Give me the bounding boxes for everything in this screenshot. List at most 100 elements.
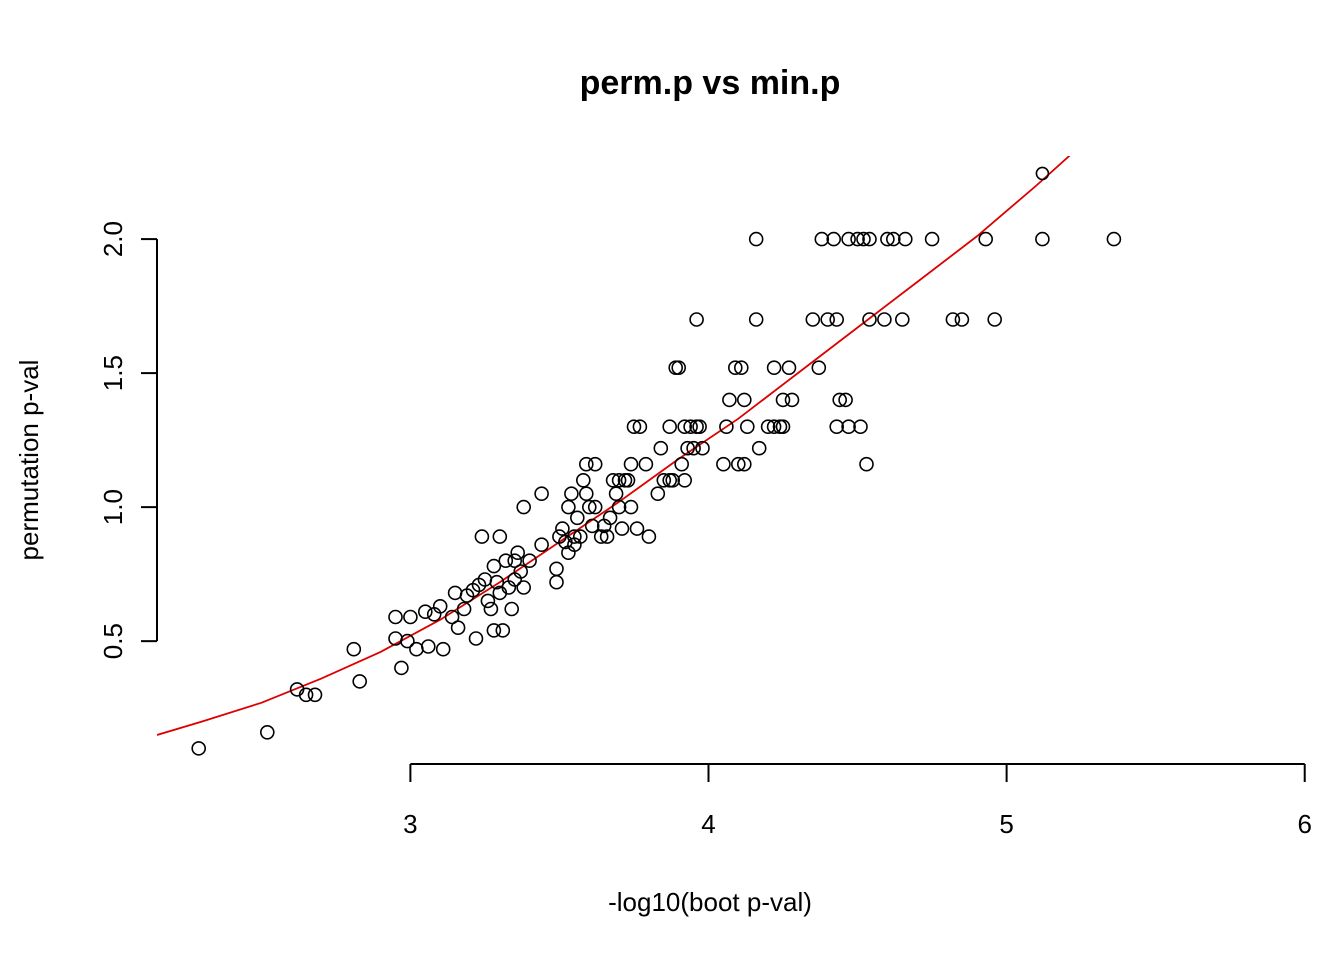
data-point bbox=[894, 312, 910, 327]
data-point bbox=[581, 499, 597, 515]
data-point bbox=[775, 392, 791, 408]
data-point bbox=[483, 601, 499, 617]
data-point bbox=[668, 360, 684, 376]
data-point bbox=[447, 585, 463, 601]
data-point bbox=[522, 553, 537, 569]
data-point bbox=[507, 553, 523, 569]
data-point bbox=[584, 518, 600, 534]
data-point bbox=[671, 360, 687, 376]
data-point bbox=[820, 312, 836, 327]
data-point bbox=[826, 231, 842, 247]
data-point bbox=[722, 392, 737, 408]
data-point bbox=[474, 529, 490, 544]
data-point bbox=[811, 360, 827, 376]
data-point bbox=[653, 440, 669, 456]
data-point bbox=[575, 472, 591, 488]
data-point bbox=[492, 529, 508, 544]
chart-title: perm.p vs min.p bbox=[580, 64, 841, 102]
data-point bbox=[656, 472, 672, 488]
data-point bbox=[578, 486, 594, 502]
data-point bbox=[954, 312, 970, 327]
data-point bbox=[432, 598, 448, 614]
fit-line-group bbox=[157, 156, 1071, 736]
data-point bbox=[587, 456, 603, 472]
data-point bbox=[346, 641, 362, 657]
data-point bbox=[775, 419, 791, 435]
data-point bbox=[850, 231, 865, 247]
data-point bbox=[504, 601, 520, 617]
data-point bbox=[829, 312, 845, 327]
data-point bbox=[897, 231, 913, 247]
data-point bbox=[510, 545, 526, 561]
data-point bbox=[623, 499, 639, 515]
data-point bbox=[394, 660, 409, 676]
y-tick-label: 2.0 bbox=[98, 221, 128, 257]
x-tick-label: 3 bbox=[403, 809, 417, 839]
data-point bbox=[736, 456, 752, 472]
data-point bbox=[674, 456, 690, 472]
data-point bbox=[1106, 231, 1122, 247]
data-point bbox=[733, 360, 749, 376]
data-point bbox=[736, 392, 752, 408]
data-point bbox=[924, 231, 940, 247]
data-point bbox=[805, 312, 821, 327]
data-point bbox=[569, 510, 585, 526]
data-point bbox=[877, 312, 892, 327]
data-point bbox=[853, 419, 868, 435]
points-group bbox=[191, 166, 1122, 756]
y-tick-label: 1.0 bbox=[98, 489, 128, 525]
data-point bbox=[307, 687, 323, 703]
data-point bbox=[599, 529, 615, 544]
data-point bbox=[629, 521, 645, 536]
data-point bbox=[885, 231, 901, 247]
data-point bbox=[578, 456, 594, 472]
data-point bbox=[695, 440, 710, 456]
data-point bbox=[766, 360, 782, 376]
data-point bbox=[388, 609, 403, 625]
data-point bbox=[692, 419, 707, 435]
data-point bbox=[859, 456, 874, 472]
data-point bbox=[727, 360, 743, 376]
data-point bbox=[662, 419, 678, 435]
y-tick-label: 1.5 bbox=[98, 355, 128, 391]
data-point bbox=[593, 529, 609, 544]
data-point bbox=[987, 312, 1003, 327]
x-tick-label: 6 bbox=[1297, 809, 1311, 839]
data-point bbox=[516, 499, 532, 515]
data-point bbox=[677, 472, 693, 488]
data-point bbox=[486, 558, 502, 574]
data-point bbox=[829, 419, 845, 435]
data-point bbox=[766, 419, 782, 435]
data-point bbox=[561, 499, 576, 515]
data-point bbox=[259, 724, 275, 740]
data-point bbox=[611, 472, 627, 488]
x-tick-label: 4 bbox=[701, 809, 715, 839]
data-point bbox=[841, 231, 856, 247]
data-point bbox=[191, 741, 206, 756]
fit-line bbox=[157, 156, 1071, 736]
x-axis: 3 4 5 6 bbox=[403, 763, 1312, 839]
data-point bbox=[719, 419, 734, 435]
data-point bbox=[665, 472, 681, 488]
data-point bbox=[298, 687, 314, 703]
y-axis: 0.5 1.0 1.5 2.0 bbox=[98, 221, 158, 659]
data-point bbox=[480, 593, 496, 609]
data-point bbox=[841, 419, 856, 435]
data-point bbox=[760, 419, 776, 435]
data-point bbox=[677, 419, 693, 435]
data-point bbox=[608, 486, 624, 502]
data-point bbox=[564, 486, 579, 502]
data-point bbox=[587, 499, 603, 515]
data-point bbox=[739, 419, 755, 435]
data-point bbox=[862, 312, 877, 327]
data-point bbox=[748, 231, 764, 247]
data-point bbox=[683, 419, 698, 435]
data-point bbox=[450, 620, 466, 636]
data-point bbox=[417, 604, 433, 620]
data-point bbox=[549, 574, 564, 590]
data-point bbox=[495, 623, 511, 638]
highlight-point bbox=[1035, 166, 1050, 181]
data-point bbox=[641, 529, 657, 544]
data-point bbox=[572, 529, 588, 544]
